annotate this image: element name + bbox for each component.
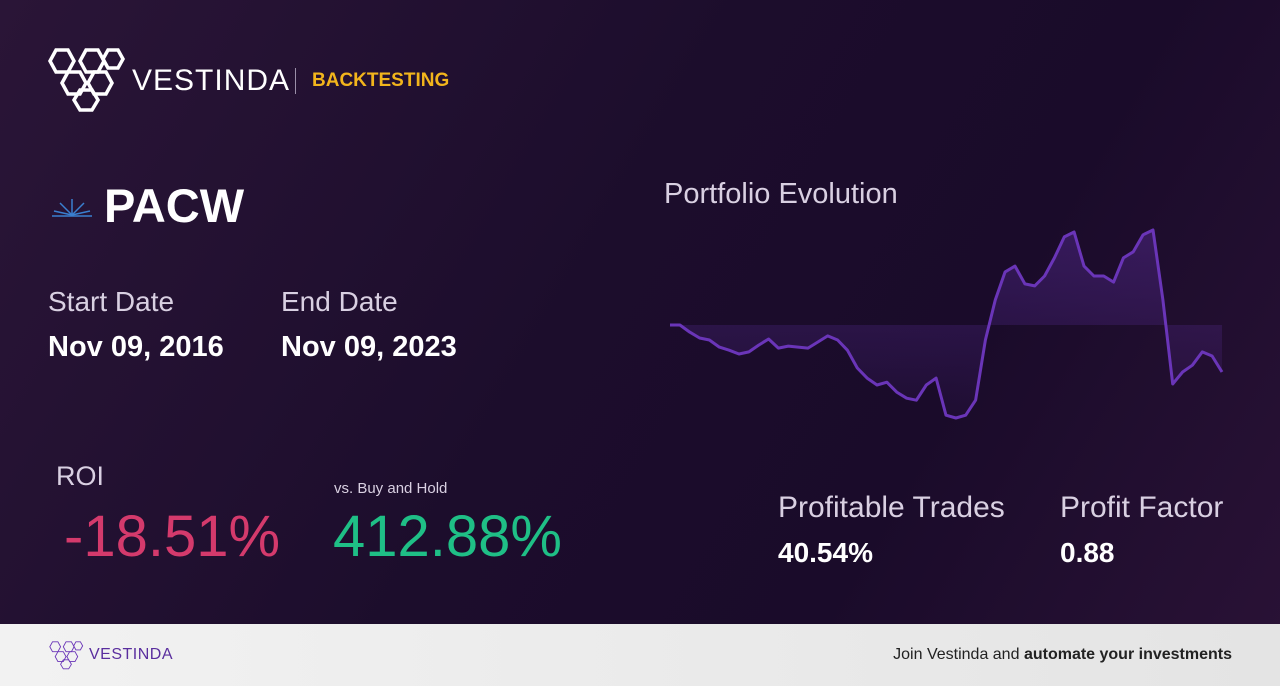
chart-title: Portfolio Evolution	[664, 178, 898, 210]
ticker-icon	[52, 199, 92, 217]
start-label: Start Date	[48, 286, 175, 317]
roi-label: ROI	[56, 461, 105, 491]
benchmark-label: vs. Buy and Hold	[334, 480, 448, 497]
end-label: End Date	[281, 286, 398, 317]
cta-bold: automate your investments	[1023, 646, 1232, 663]
trades-label: Profitable Trades	[778, 491, 1005, 524]
footer: VESTINDA Join Vestinda and automate your…	[0, 624, 1280, 686]
section: BACKTESTING	[312, 70, 450, 91]
end-date: Nov 09, 2023	[281, 331, 457, 363]
factor-label: Profit Factor	[1060, 491, 1224, 524]
footer-brand: VESTINDA	[89, 646, 174, 663]
chart	[670, 228, 1224, 420]
footer-cta: Join Vestinda and automate your investme…	[893, 646, 1232, 664]
cta-text: Join Vestinda and	[893, 646, 1020, 663]
divider	[295, 68, 296, 94]
logo	[48, 48, 126, 112]
benchmark: 412.88%	[333, 504, 562, 569]
line	[670, 228, 1224, 420]
start-date: Nov 09, 2016	[48, 331, 224, 363]
footer-logo	[49, 641, 84, 670]
brand: VESTINDA	[132, 64, 291, 97]
ticker: PACW	[104, 179, 245, 232]
trades: 40.54%	[778, 537, 873, 568]
roi: -18.51%	[64, 504, 281, 569]
factor: 0.88	[1060, 537, 1115, 568]
area	[670, 230, 1222, 418]
